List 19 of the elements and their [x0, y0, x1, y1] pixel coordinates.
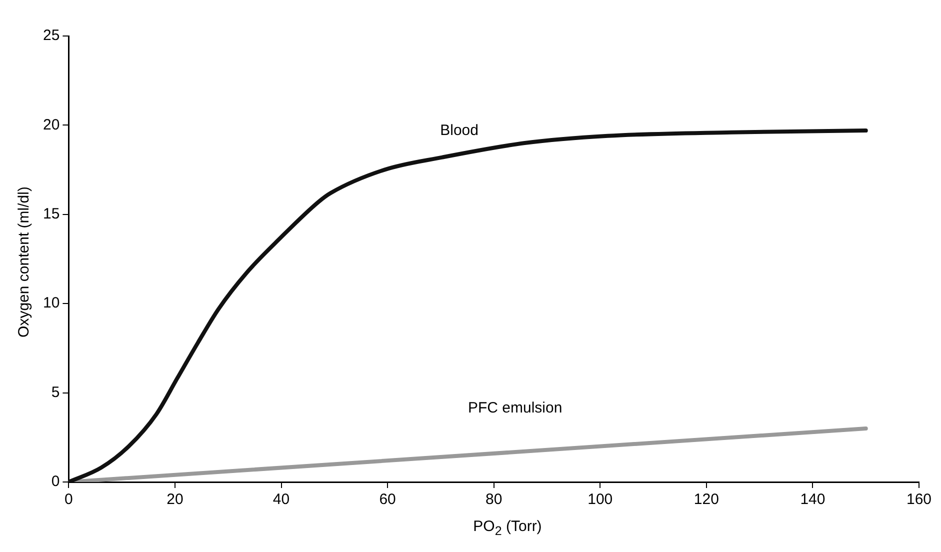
y-tick-label: 25: [42, 27, 60, 44]
text: PFC emulsion: [468, 400, 562, 417]
x-tick-label: 120: [694, 491, 719, 508]
x-tick-label: 60: [379, 491, 396, 508]
x-tick-label: 140: [800, 491, 826, 508]
x-tick-label: 20: [166, 491, 184, 508]
x-tick-label: 80: [486, 491, 502, 508]
y-tick-label: 0: [51, 473, 60, 490]
x-tick-label: 160: [906, 491, 932, 508]
y-tick-label: 10: [42, 294, 60, 312]
y-tick-label: 20: [42, 116, 60, 134]
x-axis-title: PO$_{2}$ (Torr): [472, 518, 543, 538]
series-label: Blood: [440, 122, 478, 140]
x-tick-label: 100: [588, 491, 613, 508]
y-tick-label: 15: [42, 206, 60, 223]
x-tick-label: 40: [272, 491, 290, 508]
y-axis-title: Oxygen content (ml/dl): [16, 186, 32, 338]
x-tick-label: 0: [64, 491, 73, 508]
y-tick-label: 5: [51, 384, 60, 401]
